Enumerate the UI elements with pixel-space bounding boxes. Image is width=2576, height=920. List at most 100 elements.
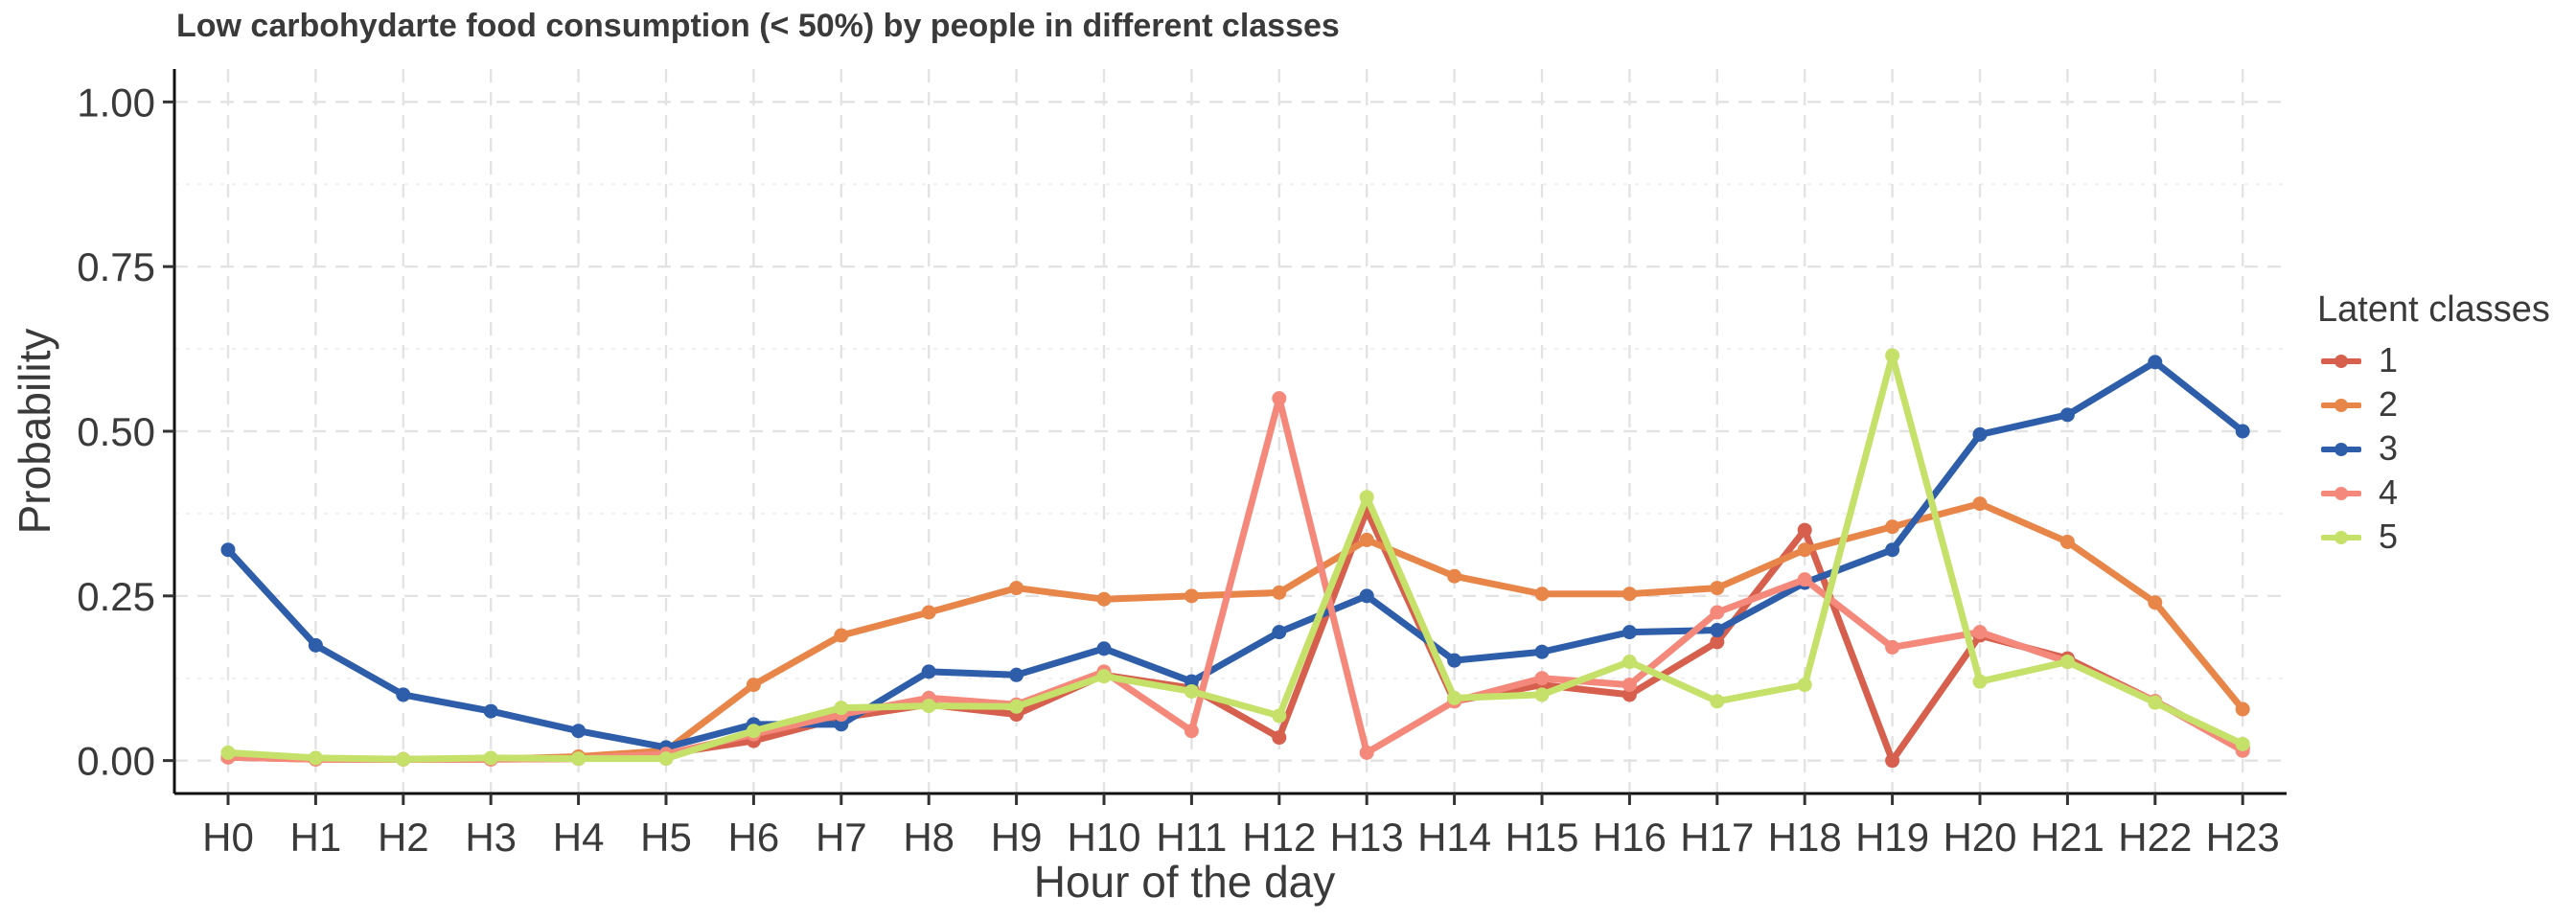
series-1-point [1622, 687, 1637, 702]
x-tick-label: H22 [2118, 815, 2192, 860]
x-tick-label: H8 [903, 815, 954, 860]
series-5-point [1972, 674, 1988, 689]
legend-key-3 [2317, 426, 2365, 471]
axes [163, 69, 2287, 805]
series-4-point [1797, 572, 1812, 587]
grid-lines [174, 69, 2287, 794]
x-tick-label: H3 [465, 815, 517, 860]
series-1-point [1272, 730, 1287, 746]
x-tick-label: H9 [991, 815, 1043, 860]
legend-title: Latent classes [2317, 289, 2550, 330]
x-tick-label: H21 [2031, 815, 2104, 860]
series-3-point [571, 724, 586, 739]
series-5-point [1009, 699, 1024, 714]
series-2-point [1447, 568, 1462, 584]
series-2-point [1096, 591, 1112, 607]
legend-item-4: 4 [2317, 471, 2550, 515]
x-tick-label: H20 [1943, 815, 2016, 860]
x-tick-label: H18 [1768, 815, 1842, 860]
series-3-point [1534, 644, 1550, 659]
series-5-point [308, 750, 323, 766]
series-4-point [1972, 625, 1988, 640]
legend-label: 4 [2379, 472, 2399, 512]
legend-item-5: 5 [2317, 515, 2550, 559]
series-3-point [1184, 674, 1199, 689]
legend-label: 1 [2379, 340, 2399, 380]
series-3-point [921, 664, 936, 679]
series-5-point [1447, 690, 1462, 705]
series-2-point [1272, 585, 1287, 600]
series-5-point [2148, 695, 2163, 710]
series-2-point [1009, 581, 1024, 596]
legend-key-dot [2334, 399, 2348, 412]
series-1-point [1710, 634, 1725, 650]
series-5-point [1534, 687, 1550, 702]
x-tick-label: H10 [1067, 815, 1140, 860]
series-5-point [1710, 694, 1725, 709]
series-2-point [2148, 595, 2163, 610]
series-2-point [834, 628, 849, 643]
series-4-point [1272, 391, 1287, 406]
series-3-point [834, 717, 849, 732]
series-5-line [224, 352, 2246, 763]
series-2-point [1710, 581, 1725, 596]
x-tick-label: H16 [1593, 815, 1667, 860]
legend-label: 3 [2379, 428, 2399, 468]
legend-label: 2 [2379, 384, 2399, 424]
series-2-point [746, 678, 761, 693]
x-tick-label: H6 [728, 815, 780, 860]
tick-labels: 0.00 0.25 0.50 0.75 1.00 H0 H1 H2 H3 H4 H5 H6 H7 H8 H9… [77, 80, 2279, 860]
series-4-point [1184, 724, 1199, 739]
legend-label: 5 [2379, 517, 2399, 556]
series-3-point [1272, 625, 1287, 640]
series-5-point [220, 745, 236, 760]
series-2-point [1184, 588, 1199, 604]
series-2-point [921, 605, 936, 620]
y-tick-label: 0.00 [77, 739, 155, 784]
y-tick-label: 0.50 [77, 409, 155, 454]
legend-item-3: 3 [2317, 426, 2550, 471]
series-5-point [834, 701, 849, 716]
x-tick-label: H1 [290, 815, 342, 860]
series-1-point [1797, 522, 1812, 538]
series-5-point [396, 751, 411, 767]
series-5-point [571, 751, 586, 767]
legend-key-dot [2334, 355, 2348, 368]
x-tick-label: H2 [378, 815, 429, 860]
series-2-point [1972, 496, 1988, 512]
series-2-point [1534, 586, 1550, 602]
legend-key-4 [2317, 471, 2365, 515]
chart-title: Low carbohydarte food consumption (< 50%… [176, 8, 1340, 44]
legend-key-5 [2317, 515, 2365, 559]
series-4-point [1710, 605, 1725, 620]
series-2-point [1622, 586, 1637, 602]
series-2-point [1359, 532, 1374, 547]
series-5-point [1096, 669, 1112, 684]
series-3-point [483, 703, 498, 719]
series-5-point [483, 750, 498, 766]
x-tick-label: H11 [1156, 815, 1227, 860]
x-tick-label: H13 [1330, 815, 1404, 860]
x-tick-label: H7 [816, 815, 867, 860]
x-tick-label: H5 [640, 815, 692, 860]
series-5-point [1885, 348, 1900, 363]
series-3-point [1009, 667, 1024, 682]
x-tick-label: H23 [2206, 815, 2280, 860]
legend-item-2: 2 [2317, 382, 2550, 426]
series-3-point [220, 542, 236, 558]
legend-key-dot [2334, 531, 2348, 544]
y-tick-label: 0.25 [77, 574, 155, 619]
series-2 [220, 496, 2250, 767]
y-tick-label: 1.00 [77, 80, 155, 125]
legend-key-dot [2334, 443, 2348, 456]
series-3-point [1885, 542, 1900, 558]
series-5-point [2235, 736, 2250, 751]
series-5-point [658, 751, 674, 767]
series-3-point [1359, 588, 1374, 604]
x-tick-label: H17 [1680, 815, 1754, 860]
series-4-point [1534, 671, 1550, 686]
series-2-point [1885, 519, 1900, 535]
y-tick-label: 0.75 [77, 244, 155, 289]
data-series [220, 348, 2250, 769]
